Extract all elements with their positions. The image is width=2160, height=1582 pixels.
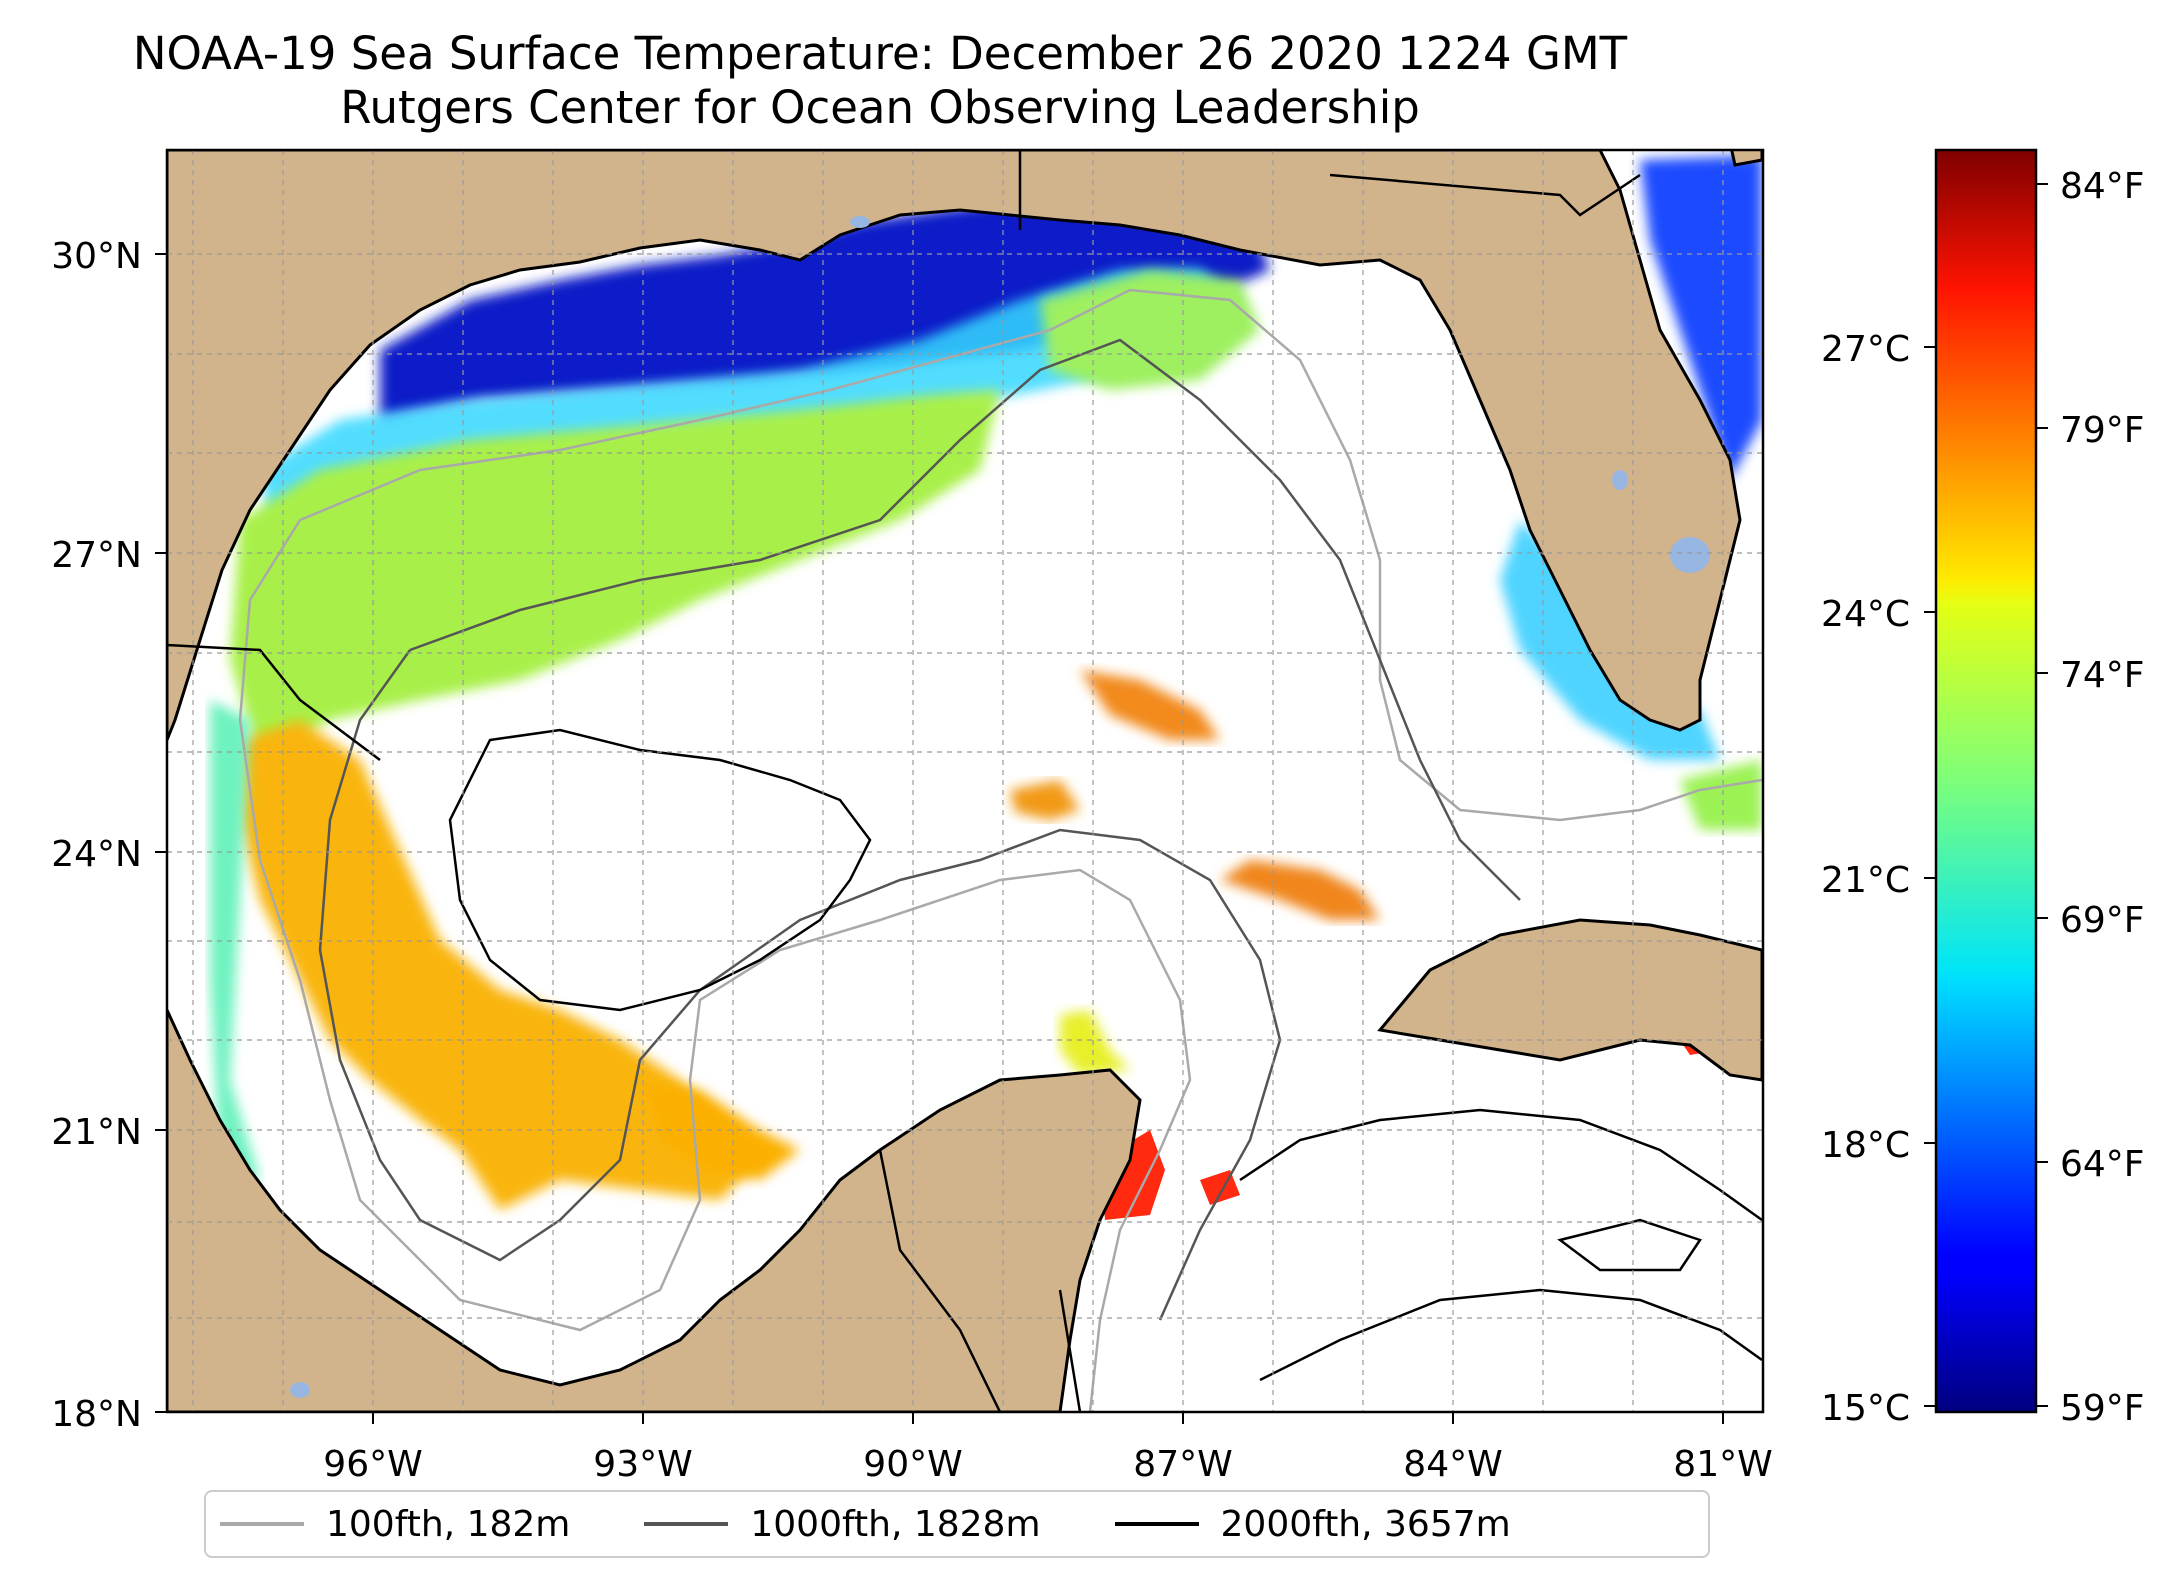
sst-west-shelf-cyan — [210, 700, 260, 1180]
colorbar-celsius-label: 27°C — [1821, 329, 1910, 370]
land-cuba — [1377, 918, 1763, 1082]
legend-label: 2000fth, 3657m — [1220, 1503, 1511, 1545]
colorbar-celsius-label: 18°C — [1821, 1125, 1910, 1166]
lat-label: 24°N — [51, 834, 142, 875]
lon-label: 93°W — [593, 1444, 692, 1485]
colorbar-fahrenheit-label: 84°F — [2060, 166, 2145, 207]
land-us-gulf-coast — [167, 150, 1742, 741]
lat-label: 21°N — [51, 1112, 142, 1153]
legend-swatch — [220, 1522, 304, 1526]
legend-label: 1000fth, 1828m — [750, 1503, 1041, 1545]
lon-axis — [372, 1412, 1724, 1424]
lon-label: 90°W — [863, 1444, 962, 1485]
lon-label: 87°W — [1133, 1444, 1232, 1485]
gridlines — [167, 150, 1763, 1412]
sst-central-orange-2 — [1220, 860, 1380, 920]
lon-label: 81°W — [1673, 1444, 1772, 1485]
sst-caribbean-red-2 — [1200, 1170, 1240, 1205]
colorbar-fahrenheit-ticks — [2036, 183, 2048, 1407]
colorbar — [1934, 148, 2038, 1414]
contour-legend: 100fth, 182m 1000fth, 1828m 2000fth, 365… — [204, 1490, 1710, 1558]
colorbar-celsius-ticks — [1924, 346, 1936, 1407]
contour-2000fth — [448, 728, 1763, 1382]
colorbar-celsius-label: 15°C — [1821, 1388, 1910, 1429]
legend-swatch — [644, 1522, 729, 1526]
sst-northern-shelf-cyan — [260, 268, 1240, 520]
sst-yucatan-yellow — [1060, 1010, 1130, 1075]
map-frame — [165, 148, 1765, 1414]
sst-florida-atlantic — [1640, 155, 1762, 480]
sst-keys-green — [1680, 760, 1762, 830]
lakes — [290, 216, 1710, 1398]
colorbar-fahrenheit-label: 74°F — [2060, 655, 2145, 696]
colorbar-celsius-label: 21°C — [1821, 860, 1910, 901]
lat-label: 27°N — [51, 535, 142, 576]
sst-mexico-warm — [240, 720, 760, 1210]
colorbar-fahrenheit-label: 69°F — [2060, 900, 2145, 941]
lat-label: 30°N — [51, 236, 142, 277]
lon-label: 84°W — [1403, 1444, 1502, 1485]
sst-central-orange-3 — [1010, 780, 1080, 820]
colorbar-fahrenheit-label: 59°F — [2060, 1388, 2145, 1429]
sst-northern-shelf-cold — [380, 200, 1270, 420]
colorbar-fahrenheit-label: 79°F — [2060, 410, 2145, 451]
colorbar-fahrenheit-label: 64°F — [2060, 1144, 2145, 1185]
lon-label: 96°W — [323, 1444, 422, 1485]
legend-label: 100fth, 182m — [326, 1503, 571, 1545]
sst-central-orange-1 — [1080, 670, 1220, 740]
legend-item-2000fth: 2000fth, 3657m — [1101, 1504, 1511, 1545]
lat-axis — [155, 253, 167, 1413]
sst-mid-shelf-green — [230, 390, 1000, 760]
colorbar-celsius-label: 24°C — [1821, 594, 1910, 635]
legend-item-100fth: 100fth, 182m — [206, 1504, 570, 1545]
land — [167, 150, 1763, 1412]
chart-subtitle: Rutgers Center for Ocean Observing Leade… — [340, 81, 1420, 134]
legend-swatch — [1114, 1522, 1199, 1526]
legend-item-1000fth: 1000fth, 1828m — [630, 1503, 1041, 1545]
chart-title: NOAA-19 Sea Surface Temperature: Decembe… — [132, 27, 1628, 80]
sst-data — [210, 155, 1762, 1220]
lat-label: 18°N — [51, 1394, 142, 1435]
contour-100fth — [238, 288, 1763, 1412]
sst-shelf-green-2 — [1040, 270, 1260, 390]
borders — [167, 150, 1641, 1412]
